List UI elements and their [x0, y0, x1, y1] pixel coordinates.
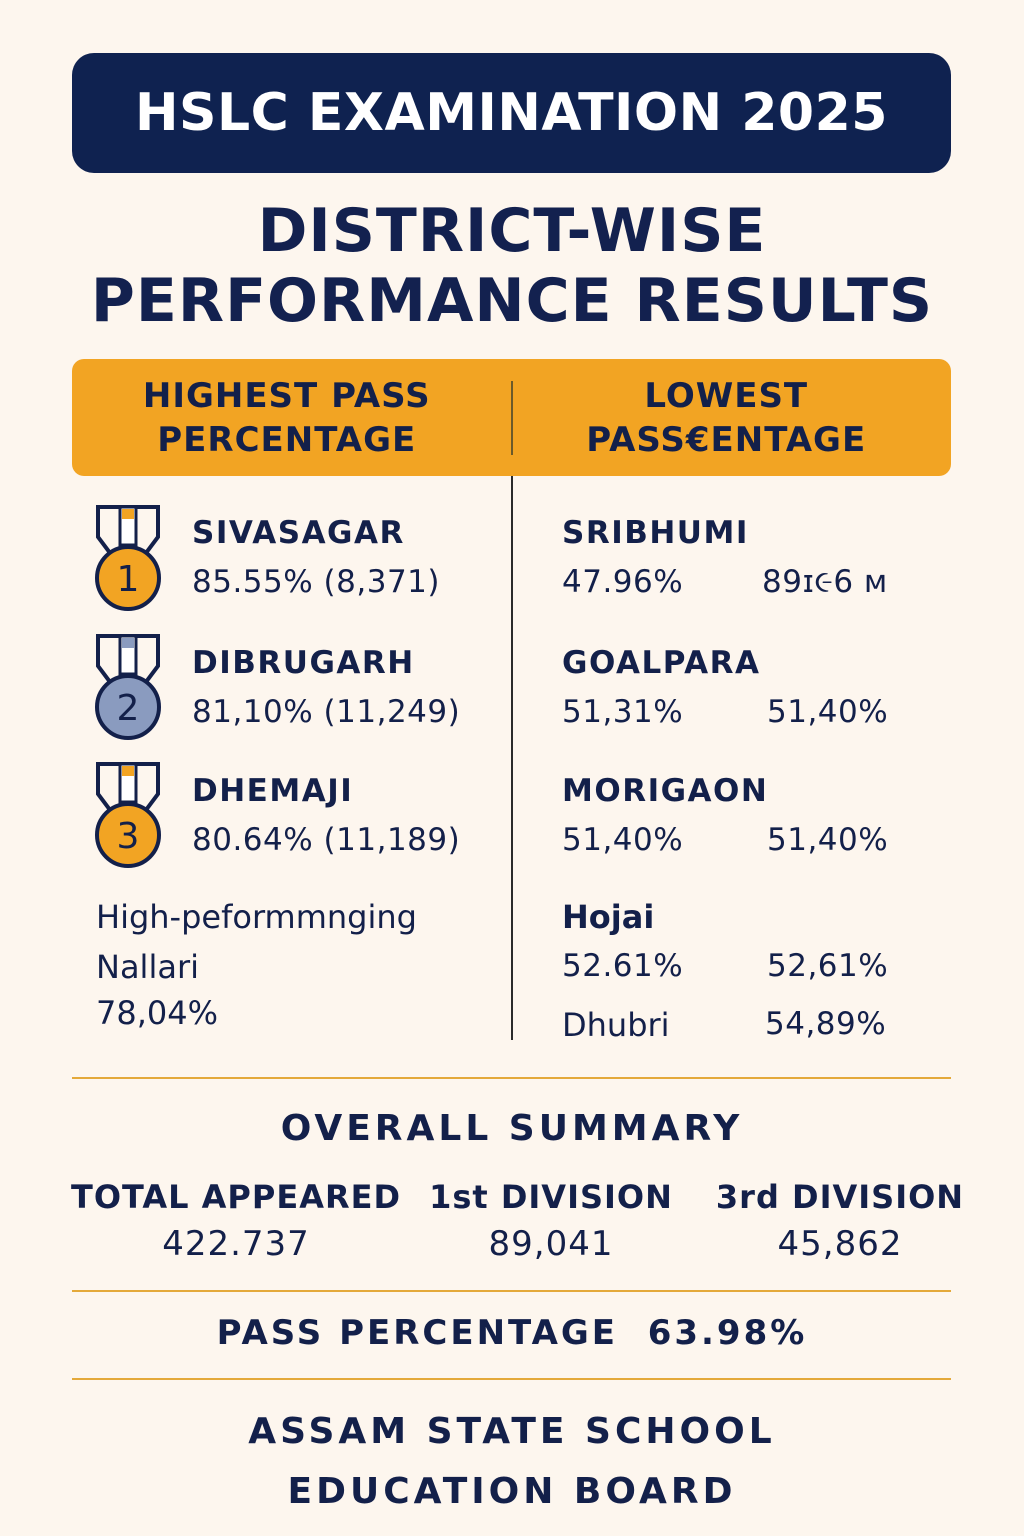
- column-headers: HIGHEST PASS PERCENTAGE LOWEST PASS€ENTA…: [72, 359, 951, 476]
- summary-3rd-division: 3rd DIVISION 45,862: [670, 1178, 1010, 1264]
- summary-label: 1st DIVISION: [429, 1178, 673, 1216]
- summary-total-appeared: TOTAL APPEARED 422.737: [66, 1178, 406, 1264]
- board-name-line2: EDUCATION BOARD: [287, 1471, 737, 1512]
- svg-text:2: 2: [117, 688, 140, 729]
- divider: [72, 1077, 951, 1079]
- exam-banner: HSLC EXAMINATION 2025: [72, 53, 951, 173]
- divider: [72, 1378, 951, 1380]
- summary-label: 3rd DIVISION: [715, 1178, 965, 1216]
- high-performing-label: High-peformmnging: [96, 898, 417, 936]
- highest-district-name: SIVASAGAR: [192, 515, 405, 551]
- summary-value: 422.737: [162, 1224, 310, 1264]
- gold-medal-icon: 1: [95, 505, 161, 611]
- lowest-district-value: 52.61%: [562, 948, 684, 984]
- highest-district-name: DHEMAJI: [192, 773, 354, 809]
- summary-value: 45,862: [777, 1224, 903, 1264]
- high-performing-value: 78,04%: [96, 994, 219, 1032]
- board-name-line1: ASSAM STATE SCHOOL: [248, 1411, 776, 1452]
- highest-district-name: DIBRUGARH: [192, 645, 415, 681]
- lowest-district-name: Hojai: [562, 898, 655, 936]
- page-title-line1: DISTRICT-WISE: [257, 196, 767, 266]
- lowest-district-value-2: 51,40%: [767, 822, 889, 858]
- header-divider: [511, 381, 513, 455]
- lowest-district-value-2: 52,61%: [767, 948, 889, 984]
- lowest-district-name: GOALPARA: [562, 645, 761, 681]
- svg-text:3: 3: [117, 816, 140, 857]
- lowest-district-value-2: 89ɪ૯6 м: [762, 564, 888, 600]
- board-name: ASSAM STATE SCHOOL EDUCATION BOARD: [0, 1402, 1024, 1522]
- summary-value: 89,041: [488, 1224, 614, 1264]
- summary-1st-division: 1st DIVISION 89,041: [381, 1178, 721, 1264]
- column-divider: [511, 476, 513, 1040]
- high-performing-name: Nallari: [96, 948, 199, 986]
- silver-medal-icon: 2: [95, 634, 161, 740]
- divider: [72, 1290, 951, 1292]
- summary-title: OVERALL SUMMARY: [280, 1108, 744, 1149]
- highest-district-value: 80.64% (11,189): [192, 822, 461, 858]
- lowest-district-value-2: 54,89%: [765, 1006, 887, 1042]
- lowest-district-name: Dhubri: [562, 1006, 670, 1044]
- lowest-district-name: SRIBHUMI: [562, 515, 749, 551]
- lowest-district-value: 51,40%: [562, 822, 684, 858]
- svg-text:1: 1: [117, 559, 140, 600]
- page-title-line2: PERFORMANCE RESULTS: [90, 266, 934, 336]
- summary-label: TOTAL APPEARED: [70, 1178, 402, 1216]
- bronze-medal-icon: 3: [95, 762, 161, 868]
- lowest-header: LOWEST PASS€ENTAGE: [586, 375, 867, 460]
- lowest-district-name: MORIGAON: [562, 773, 769, 809]
- lowest-district-value: 51,31%: [562, 694, 684, 730]
- highest-district-value: 85.55% (8,371): [192, 564, 440, 600]
- lowest-district-value: 47.96%: [562, 564, 684, 600]
- lowest-district-value-2: 51,40%: [767, 694, 889, 730]
- pass-percentage: PASS PERCENTAGE 63.98%: [216, 1313, 808, 1353]
- highest-header: HIGHEST PASS PERCENTAGE: [142, 375, 431, 460]
- highest-district-value: 81,10% (11,249): [192, 694, 461, 730]
